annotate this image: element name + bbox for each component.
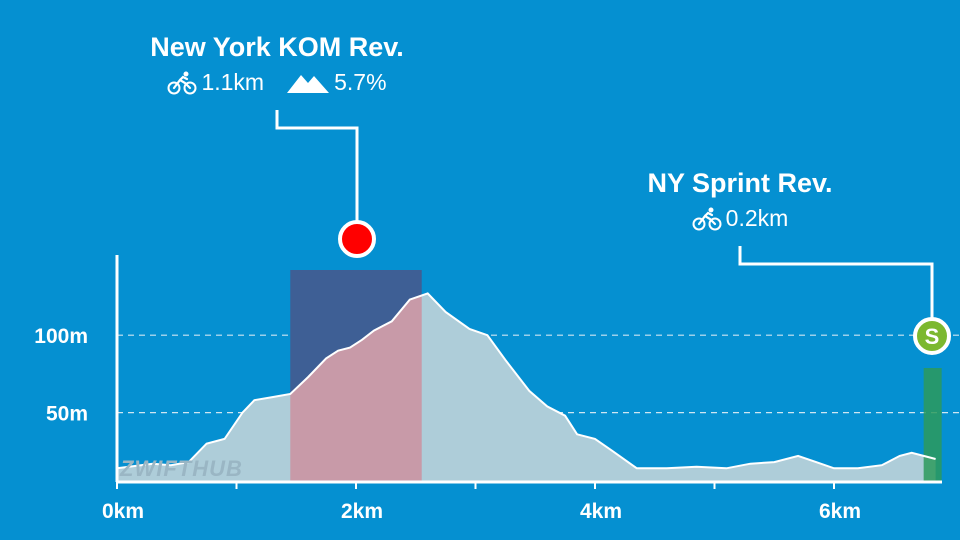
kom-leader-line [275, 110, 359, 222]
sprint-leader-line [738, 246, 934, 318]
sprint-label: NY Sprint Rev. 0.2km [590, 168, 890, 232]
kom-marker[interactable] [338, 220, 376, 258]
tick-labels: 50m 100m 0km 2km 4km 6km [34, 325, 861, 523]
sprint-marker[interactable]: S [913, 317, 951, 355]
mountain-icon [287, 74, 330, 93]
kom-name: New York KOM Rev. [150, 32, 404, 62]
axes [115, 255, 942, 489]
kom-segment-area [290, 295, 422, 482]
kom-stats: 1.1km 5.7% [127, 69, 427, 96]
watermark-logo: ZWIFTHUB [119, 456, 243, 481]
x-tick-label: 2km [341, 500, 383, 523]
sprint-badge-letter: S [925, 324, 940, 349]
sprint-distance: 0.2km [725, 205, 789, 231]
kom-distance: 1.1km [201, 69, 265, 95]
y-tick-label: 50m [46, 403, 88, 426]
x-tick-label: 4km [580, 500, 622, 523]
y-tick-label: 100m [34, 325, 88, 348]
cyclist-icon [692, 207, 722, 230]
kom-label: New York KOM Rev. 1.1km 5.7% [127, 32, 427, 96]
x-tick-label: 0km [102, 500, 144, 523]
x-tick-label: 6km [819, 500, 861, 523]
sprint-stats: 0.2km [590, 205, 890, 232]
sprint-segment-band [923, 368, 942, 482]
kom-gradient: 5.7% [334, 69, 387, 95]
elevation-profile-line [116, 292, 936, 470]
cyclist-icon [167, 71, 197, 94]
sprint-name: NY Sprint Rev. [647, 168, 833, 198]
